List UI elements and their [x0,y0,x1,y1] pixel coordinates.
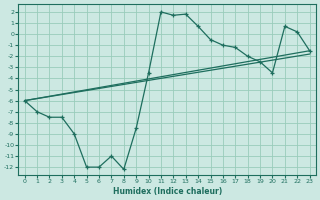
X-axis label: Humidex (Indice chaleur): Humidex (Indice chaleur) [113,187,222,196]
